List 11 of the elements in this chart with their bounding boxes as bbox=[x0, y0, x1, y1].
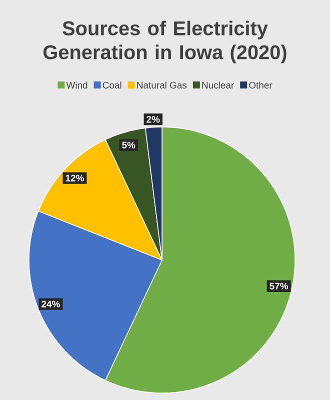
chart-title: Sources of Electricity Generation in Iowa (2020) bbox=[43, 20, 286, 64]
legend-label: Coal bbox=[102, 82, 122, 89]
legend-label: Natural Gas bbox=[137, 82, 187, 89]
legend-label: Nuclear bbox=[202, 82, 234, 89]
data-label: 57% bbox=[270, 282, 288, 290]
data-label: 5% bbox=[122, 142, 136, 148]
legend-label: Wind bbox=[66, 82, 88, 89]
data-label: 2% bbox=[146, 116, 160, 123]
data-label: 24% bbox=[42, 300, 60, 308]
legend-label: Other bbox=[249, 82, 272, 89]
data-label: 12% bbox=[66, 174, 84, 182]
